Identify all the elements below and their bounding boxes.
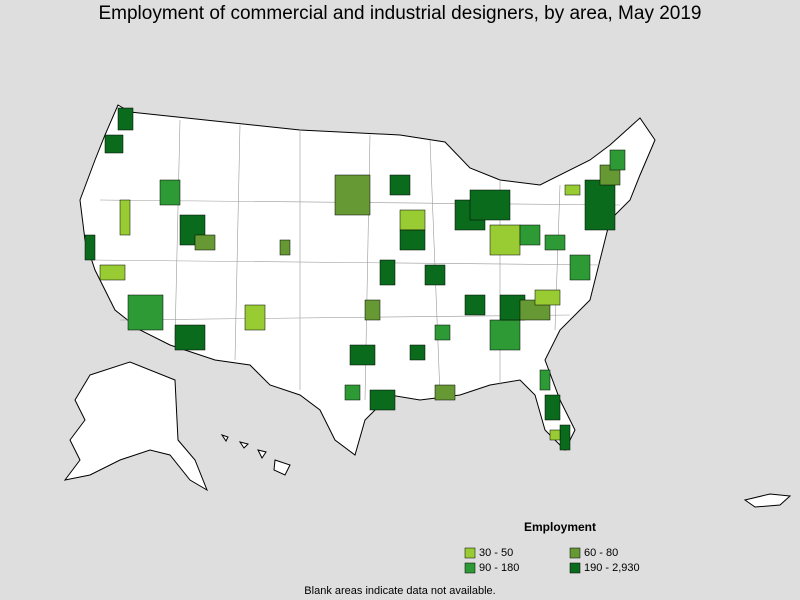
area: [539, 369, 551, 391]
area: [369, 389, 396, 411]
legend-swatch: [569, 547, 581, 559]
alaska: [63, 361, 209, 492]
area: [364, 299, 381, 321]
area: [489, 319, 521, 351]
area: [104, 134, 124, 154]
area: [379, 259, 396, 286]
legend-swatch: [464, 547, 476, 559]
title: Employment of commercial and industrial …: [98, 3, 701, 24]
legend-label: 30 - 50: [479, 547, 513, 559]
legend-label: 190 - 2,930: [584, 562, 640, 574]
legend-swatch: [464, 562, 476, 574]
area: [117, 107, 134, 131]
area: [279, 239, 291, 256]
area: [84, 234, 96, 261]
area: [399, 209, 426, 231]
area: [534, 289, 561, 306]
area: [469, 189, 511, 221]
area: [127, 294, 164, 331]
area: [344, 384, 361, 401]
legend-label: 60 - 80: [584, 547, 618, 559]
area: [569, 254, 591, 281]
legend-swatch: [569, 562, 581, 574]
area: [334, 174, 371, 216]
puerto-rico: [743, 493, 792, 508]
footnote: Blank areas indicate data not available.: [304, 585, 495, 597]
legend-title: Employment: [524, 520, 596, 534]
area: [434, 324, 451, 341]
area: [159, 179, 181, 206]
area: [609, 149, 626, 171]
area: [549, 429, 561, 441]
area: [389, 174, 411, 196]
area: [564, 184, 581, 196]
area: [399, 229, 426, 251]
area: [349, 344, 376, 366]
hawaii: [220, 434, 291, 476]
area: [244, 304, 266, 331]
map: [63, 104, 792, 508]
area: [174, 324, 206, 351]
area: [489, 224, 521, 256]
area: [584, 179, 616, 231]
area: [424, 264, 446, 286]
area: [559, 424, 571, 451]
area: [544, 234, 566, 251]
employment-areas: [84, 107, 626, 451]
legend-label: 90 - 180: [479, 562, 519, 574]
area: [434, 384, 456, 401]
area: [519, 224, 541, 246]
area: [464, 294, 486, 316]
area: [409, 344, 426, 361]
area: [119, 199, 131, 236]
area: [194, 234, 216, 251]
legend: Employment 30 - 50 60 - 80 90 - 180 190 - 2…: [464, 520, 640, 574]
area: [544, 394, 561, 421]
area: [99, 264, 126, 281]
